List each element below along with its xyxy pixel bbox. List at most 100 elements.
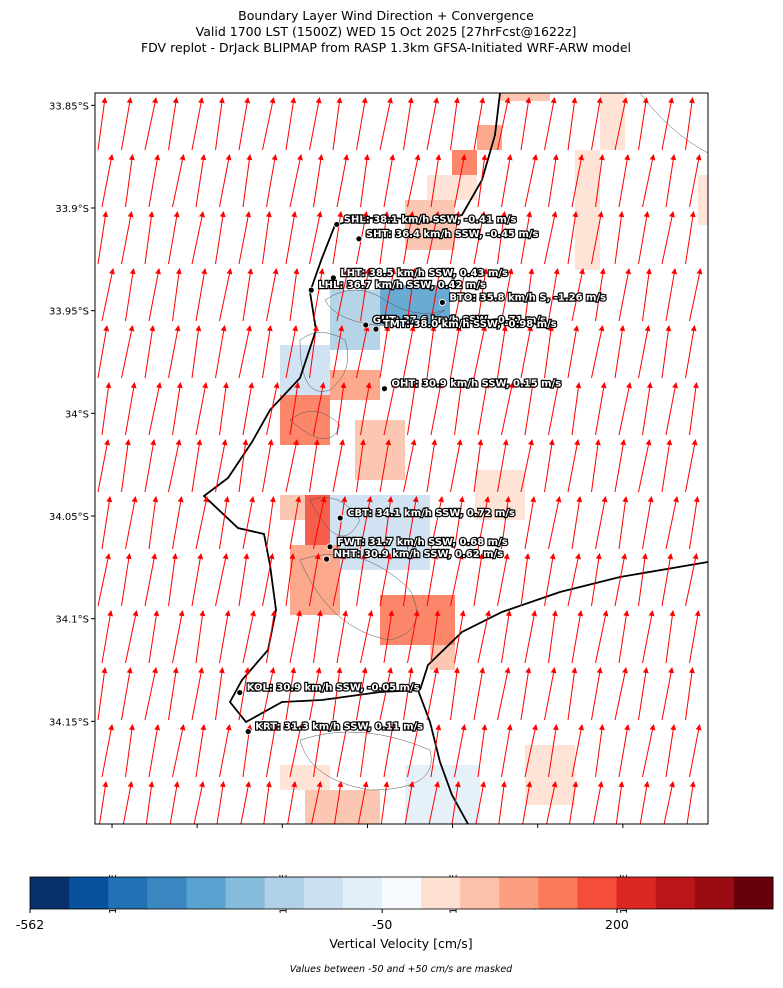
colorbar-swatch [655,877,696,909]
wind-arrow [336,724,350,778]
wind-arrow [571,382,582,436]
colorbar-swatch [186,877,227,909]
wind-arrow [403,325,416,379]
wind-arrow [356,97,368,151]
wind-arrow [379,439,392,493]
colorbar-swatch [460,877,500,909]
wind-arrow [285,97,297,151]
wind-arrow [125,496,138,550]
wind-arrow [148,382,162,436]
colorbar-swatch [616,877,657,909]
wind-arrow [121,439,131,493]
wind-arrow [360,724,370,778]
wind-arrow [709,98,718,150]
wind-arrow [97,325,110,379]
wind-arrow [148,496,159,550]
wind-arrow [477,268,489,322]
wind-arrow [473,211,487,265]
wind-arrow [309,667,322,721]
wind-arrow [430,154,442,208]
wind-arrow [642,382,653,436]
station-label: KOL: 30.9 km/h SSW, -0.05 m/s [247,683,420,694]
wind-arrow [125,382,137,436]
wind-arrow [379,667,393,721]
colorbar-tick-label: -562 [16,917,44,932]
wind-arrow [686,781,696,824]
wind-arrow [642,268,652,322]
wind-arrow [193,781,205,824]
wind-arrow [266,154,278,208]
wind-arrow [121,667,133,721]
wind-arrow [407,268,417,322]
station-marker [333,221,341,228]
wind-arrow [475,781,487,824]
y-tick-label: 33.85°S [49,101,89,112]
wind-arrow [215,553,229,607]
wind-arrow [403,667,414,721]
wind-arrow [266,382,280,436]
wind-arrow [571,610,584,664]
wind-arrow [614,667,628,721]
wind-arrow [451,781,461,824]
wind-arrow [642,496,654,550]
wind-arrow [595,610,609,664]
wind-arrow [618,610,630,664]
wind-arrow [144,439,157,493]
wind-arrow [661,211,675,265]
station-marker [381,385,388,393]
wind-arrow [360,610,374,664]
stations: SHL: 38.1 km/h SSW, -0.41 m/s SHT: 36.4 k… [236,213,607,735]
wind-arrow [242,496,256,550]
wind-arrow [665,268,678,322]
wind-arrow [520,211,533,265]
wind-arrow [332,439,346,493]
wind-arrow [665,610,676,664]
wind-arrow [309,553,321,607]
wind-arrow [638,97,649,151]
y-tick-label: 34.15°S [49,717,89,728]
wind-arrow [665,382,679,436]
coastline [202,93,501,824]
wind-arrow [685,553,699,607]
wind-arrow [430,268,443,322]
wind-arrow [215,439,228,493]
wind-arrow [169,781,180,824]
wind-arrow [121,553,132,607]
wind-arrow [336,154,350,208]
wind-arrow [238,553,250,607]
wind-arrow [407,724,421,778]
colorbar-tick-label: -50 [372,917,392,932]
wind-arrow [548,724,559,778]
wind-arrow [242,610,256,664]
wind-arrow [454,610,466,664]
wind-arrow [121,211,134,265]
wind-arrow [262,439,274,493]
wind-arrow [101,724,115,778]
wind-arrow [144,667,158,721]
wind-arrow [618,724,631,778]
wind-arrow [238,667,251,721]
wind-arrow [426,553,439,607]
wind-arrow [383,154,396,208]
wind-arrow [497,325,508,379]
wind-arrow [195,268,208,322]
wind-arrow [195,724,207,778]
wind-arrow [309,439,320,493]
wind-arrow [309,325,319,379]
wind-arrow [383,268,397,322]
wind-arrow [332,667,343,721]
wind-arrow [595,724,605,778]
wind-arrow [618,496,629,550]
wind-arrow [520,97,532,151]
colorbar-tick-label: 200 [605,917,629,932]
wind-arrow [289,610,303,664]
wind-arrow [524,382,536,436]
wind-arrow [497,553,510,607]
wind-arrow [614,439,627,493]
wind-arrow [595,154,605,208]
wind-arrow [195,382,209,436]
wind-arrow [591,553,602,607]
wind-arrow [639,781,650,824]
wind-arrow [313,382,326,436]
wind-arrow [592,781,604,824]
